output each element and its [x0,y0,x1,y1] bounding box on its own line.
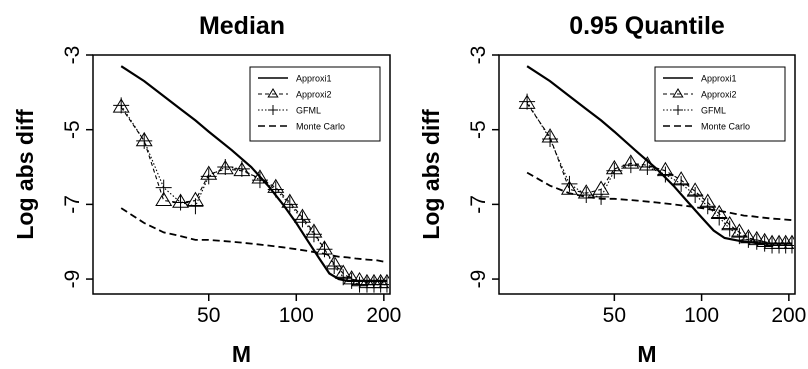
legend-box [654,66,786,142]
plot-frame [498,54,796,295]
y-tick-label: -3 [467,46,490,65]
data-point-plus [748,233,765,250]
data-point-plus [233,160,250,177]
data-point-plus [542,131,559,148]
series-group [112,65,389,293]
y-tick-label: -7 [467,195,490,214]
legend-label: Approxi1 [701,74,737,84]
data-point-plus [673,175,690,192]
series-line-approxi2 [526,103,792,245]
data-point-plus [251,172,268,189]
legend-marker-triangle [672,88,684,98]
legend: Approxi1 Approxi2 GFML Monte Carlo [654,66,786,142]
x-tick-label: 100 [684,304,719,327]
x-tick-label: 200 [366,304,401,327]
data-point-plus [622,157,639,174]
x-axis-label: M [637,341,656,367]
series-line-approxi2 [120,106,387,284]
data-point-plus [267,181,284,198]
legend-label: Approxi2 [701,90,737,100]
data-point-plus [699,198,716,215]
x-tick-label: 100 [279,304,314,327]
data-point-plus [783,237,794,254]
series-line-gfml [526,101,792,247]
data-point-plus [657,166,674,183]
series-line-monte-carlo [526,171,793,221]
legend-marker-plus [673,105,683,115]
median-panel: Median 50 100 200 -3 -5 -7 -9 M Log abs diff Appro… [12,12,401,367]
chart-title: 0.95 Quantile [569,12,725,40]
x-axis-label: M [232,341,251,367]
chart-title: Median [199,12,285,40]
data-point-plus [561,175,578,192]
y-axis-label: Log abs diff [12,109,38,240]
data-point-triangle [560,180,578,195]
data-point-plus [113,97,130,114]
legend-marker-plus [268,105,278,115]
series-group [518,65,794,254]
legend-label: Monte Carlo [701,122,750,132]
data-point-plus [711,209,728,226]
legend-label: Monte Carlo [296,122,345,132]
plot-frame [92,54,391,295]
x-tick-label: 200 [771,304,806,327]
legend-label: Approxi1 [296,74,332,84]
data-point-plus [326,257,343,274]
legend-label: Approxi2 [296,90,332,100]
data-point-plus [217,159,234,176]
data-point-plus [639,159,656,176]
y-tick-label: -9 [467,270,490,289]
data-point-plus [378,276,389,293]
y-tick-label: -7 [61,195,84,214]
y-tick-label: -3 [61,46,84,65]
data-point-plus [731,228,748,245]
data-point-plus [187,198,204,215]
y-tick-label: -5 [467,120,490,139]
data-point-plus [281,196,298,213]
data-point-plus [200,168,217,185]
data-point-plus [740,231,757,248]
data-point-triangle [155,191,173,206]
legend: Approxi1 Approxi2 GFML Monte Carlo [249,66,381,142]
data-point-plus [593,188,610,205]
legend-marker-triangle [267,88,279,98]
legend-label: GFML [701,106,726,116]
quantile-panel: 0.95 Quantile 50 100 200 -3 -5 -7 -9 M Log abs di… [418,12,806,367]
data-point-plus [721,220,738,237]
data-point-plus [519,93,536,110]
data-point-plus [606,162,623,179]
x-tick-label: 50 [603,304,626,327]
data-point-plus [687,187,704,204]
y-tick-label: -9 [61,270,84,289]
legend-label: GFML [296,106,321,116]
series-line-monte-carlo [120,207,388,264]
y-axis-label: Log abs diff [418,109,444,240]
data-point-plus [136,132,153,149]
data-point-plus [155,179,172,196]
x-tick-label: 50 [197,304,220,327]
data-point-plus [172,194,189,211]
data-point-plus [294,211,311,228]
data-point-plus [756,235,773,252]
data-point-plus [343,272,360,289]
data-point-plus [335,269,352,286]
legend-box [249,66,381,142]
data-point-plus [305,226,322,243]
y-tick-label: -5 [61,120,84,139]
